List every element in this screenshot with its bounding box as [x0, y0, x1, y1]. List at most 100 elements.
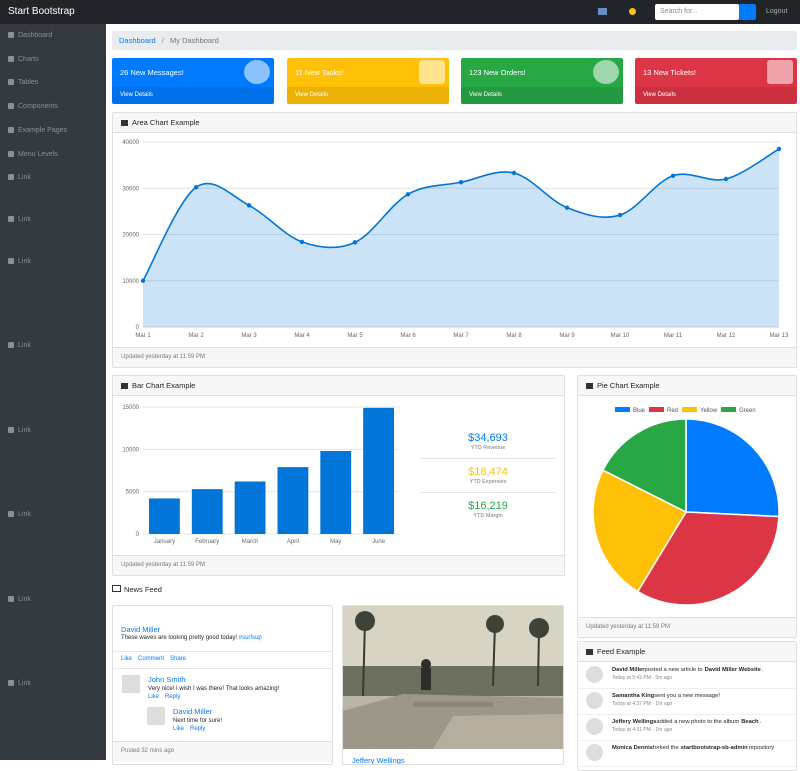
stat-text: 11 New Tasks! [295, 68, 344, 77]
brand[interactable]: Start Bootstrap [8, 6, 75, 17]
view-details[interactable]: View Details [635, 87, 797, 104]
stat-card: 11 New Tasks! View Details [287, 58, 449, 104]
nav-link[interactable]: Link [8, 427, 31, 434]
feed-action: added a new photo to the album [656, 719, 740, 725]
feed-name[interactable]: Jeffery Wellings [612, 719, 657, 725]
reply-text: Next time for sure! [173, 718, 223, 724]
nav-link[interactable]: Link [8, 216, 31, 223]
x-tick-label: Mar 2 [188, 333, 204, 339]
area-line [142, 148, 780, 282]
nav-link[interactable]: Link [8, 511, 31, 518]
point [246, 203, 252, 208]
feed-target[interactable]: Beach [741, 719, 759, 725]
nav-link[interactable]: Example Pages [8, 127, 67, 134]
post-card: David Miller These waves are looking pre… [112, 605, 333, 765]
stat-card: 13 New Tickets! View Details [635, 58, 797, 104]
feed-tail: repository [748, 745, 775, 751]
stat-card: 26 New Messages! View Details [112, 58, 274, 104]
feed-name[interactable]: Monica Dennis [612, 745, 653, 751]
feed-target[interactable]: startbootstrap-sb-admin [680, 745, 748, 751]
avatar [586, 666, 603, 683]
point [617, 212, 623, 218]
breadcrumb-link[interactable]: Dashboard [119, 36, 156, 45]
card-icon [244, 60, 270, 84]
x-tick-label: January [154, 539, 175, 545]
divider [578, 714, 796, 715]
area-fill [143, 148, 779, 327]
action-link[interactable]: Comment [138, 656, 165, 662]
post-author[interactable]: David Miller [121, 625, 161, 634]
action-link[interactable]: Like [148, 694, 160, 700]
x-tick-label: March [242, 539, 259, 545]
point [511, 170, 517, 176]
y-tick-label: 30000 [122, 186, 139, 192]
feed-text: David Millerposted a new article to David… [612, 667, 763, 673]
logout-link[interactable]: Logout [766, 8, 788, 15]
feed-time: Today at 4:37 PM - 1hr ago [612, 701, 673, 707]
nav-link[interactable]: Link [8, 258, 31, 265]
nav-link[interactable]: Dashboard [8, 32, 52, 39]
card-header: Pie Chart Example [578, 376, 796, 396]
nav-link[interactable]: Link [8, 174, 31, 181]
divider [578, 688, 796, 689]
search-button[interactable] [739, 4, 756, 20]
avatar [122, 675, 140, 693]
messages-icon[interactable] [598, 8, 607, 15]
stat-value: $16,219 [468, 500, 508, 512]
point [723, 176, 729, 182]
feed-tail: . [761, 667, 764, 673]
feed-card: Feed Example David Millerposted a new ar… [577, 641, 797, 771]
divider [578, 740, 796, 741]
action-link[interactable]: Share [170, 656, 187, 662]
x-tick-label: June [372, 539, 386, 545]
card-header: Area Chart Example [113, 113, 796, 133]
nav-link[interactable]: Components [8, 103, 58, 110]
view-details[interactable]: View Details [461, 87, 623, 104]
nav-link[interactable]: Link [8, 680, 31, 687]
x-tick-label: Mar 7 [453, 333, 469, 339]
action-link[interactable]: Reply [190, 726, 206, 732]
navbar: Start Bootstrap Search for... Logout [0, 0, 800, 24]
stat-block: $18,474 YTD Expenses [420, 466, 556, 485]
nav-link[interactable]: Tables [8, 79, 38, 86]
nav-link[interactable]: Link [8, 342, 31, 349]
x-tick-label: May [330, 539, 341, 545]
stat-block: $16,219 YTD Margin [420, 500, 556, 519]
feed-target[interactable]: David Miller Website [704, 667, 761, 673]
action-link[interactable]: Reply [165, 694, 181, 700]
stat-text: 13 New Tickets! [643, 68, 696, 77]
action-link[interactable]: Like [121, 656, 133, 662]
action-link[interactable]: Like [173, 726, 185, 732]
x-tick-label: Mar 5 [347, 333, 363, 339]
feed-action: posted a new article to [644, 667, 703, 673]
point [299, 239, 305, 245]
feed-name[interactable]: David Miller [612, 667, 645, 673]
feed-time: Today at 4:31 PM - 1hr ago [612, 727, 673, 733]
view-details[interactable]: View Details [287, 87, 449, 104]
nav-link[interactable]: Menu Levels [8, 151, 58, 158]
y-tick-label: 10000 [122, 447, 139, 453]
tag[interactable]: #surfsup [238, 635, 262, 641]
post-footer: Posted 32 mins ago [113, 741, 332, 762]
stat-label: YTD Revenue [470, 445, 506, 451]
x-tick-label: Mar 9 [559, 333, 575, 339]
comment-author[interactable]: John Smith [148, 675, 186, 684]
nav-link[interactable]: Charts [8, 56, 39, 63]
alerts-icon[interactable] [629, 8, 636, 15]
feed-name[interactable]: Samantha King [612, 693, 655, 699]
x-tick-label: Mar 10 [611, 333, 630, 339]
search-input[interactable]: Search for... [655, 4, 739, 20]
avatar [586, 718, 603, 735]
reply-author[interactable]: David Miller [173, 707, 213, 716]
bar-chart: 0 5000 10000 15000 January February March April… [122, 405, 400, 545]
nav-link[interactable]: Link [8, 596, 31, 603]
news-feed-title: News Feed [112, 585, 162, 594]
legend-swatch [682, 407, 697, 412]
view-details[interactable]: View Details [112, 87, 274, 104]
pie-slice [601, 418, 687, 514]
stat-value: $34,693 [468, 432, 508, 444]
photo-author[interactable]: Jeffery Wellings [352, 756, 405, 765]
stat-card: 123 New Orders! View Details [461, 58, 623, 104]
card-icon [767, 60, 793, 84]
card-footer: Updated yesterday at 11:59 PM [113, 555, 564, 575]
